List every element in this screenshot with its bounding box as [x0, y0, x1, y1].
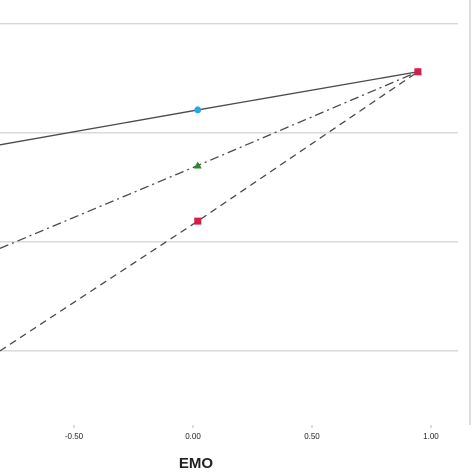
- marker: [194, 217, 202, 225]
- x-tick-label: 0.00: [185, 432, 201, 441]
- x-tick-label: 0.50: [304, 432, 320, 441]
- x-tick-label: -0.50: [65, 432, 84, 441]
- series-line: [0, 71, 419, 249]
- marker: [414, 68, 422, 76]
- series-line: [0, 71, 419, 352]
- x-axis-label: EMO: [179, 455, 214, 472]
- x-tick-label: 1.00: [423, 432, 439, 441]
- marker: [193, 161, 202, 169]
- series-line: [0, 71, 418, 146]
- marker: [194, 106, 202, 114]
